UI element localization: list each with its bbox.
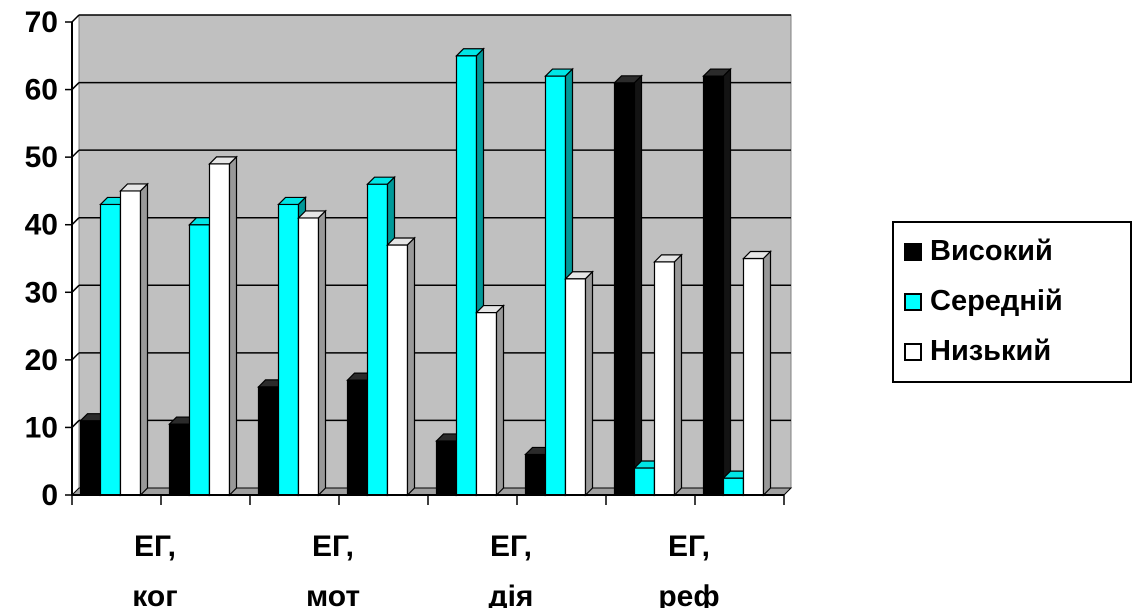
x-category-label: ЕГ, [668,530,710,563]
y-tick-label: 20 [25,344,58,377]
bar-side [633,74,643,497]
legend: Високий Середній Низький [892,221,1132,383]
legend-swatch-low [904,342,922,361]
bar-front [346,379,369,496]
bar [702,67,732,497]
axes [65,21,785,505]
bar-front [119,190,142,496]
y-tick-label: 10 [25,411,58,444]
gridline-diagonal [71,149,80,158]
y-tick-label: 40 [25,209,58,242]
bar-front [257,386,280,496]
bar [386,236,416,497]
x-category-labels: ЕГ, ког ЕГ, мот ЕГ, дія ЕГ, реф [132,530,719,608]
x-category-label: ког [132,580,177,608]
bar-front [564,278,587,496]
bar-front [297,217,320,496]
legend-label-low: Низький [930,335,1052,367]
legend-item-low: Низький [904,335,1051,368]
bar-front [277,203,300,496]
legend-item-high: Високий [904,235,1053,268]
bar-front [702,75,725,496]
bars [79,47,772,497]
bar-side [317,209,327,497]
legend-label-high: Високий [930,235,1053,267]
bar-front [168,423,191,496]
legend-label-medium: Середній [930,285,1063,317]
bar-front [79,420,102,496]
bar-front [613,82,636,496]
bar [208,155,238,497]
bar-front [188,224,211,496]
bar-front [435,440,458,496]
y-tick-label: 30 [25,276,58,309]
bar [653,253,683,497]
bar-front [544,75,567,496]
x-category-label: дія [489,580,534,608]
y-tick-labels: 0 10 20 30 40 50 60 70 [25,6,58,512]
legend-swatch-medium [904,292,922,311]
bar-front [99,203,122,496]
gridline-diagonal [71,217,80,226]
x-category-label: ЕГ, [134,530,176,563]
x-category-label: мот [306,580,360,608]
bar-front [455,55,478,496]
bar-side [722,67,732,497]
bar-side [228,155,238,497]
gridline-diagonal [71,14,80,23]
gridline-diagonal [71,82,80,91]
x-category-label: ЕГ, [312,530,354,563]
gridline-diagonal [71,352,80,361]
bar [613,74,643,497]
bar-front [633,467,656,496]
bar-front [386,244,409,496]
x-category-label: реф [658,580,719,608]
y-tick-label: 60 [25,74,58,107]
bar-front [524,453,547,496]
bar-side [139,182,149,497]
bar-front [475,311,498,496]
bar-side [584,270,594,497]
bar-front [742,257,765,496]
bar [297,209,327,497]
bar-front [653,261,676,496]
legend-swatch-high [904,242,922,261]
bar [564,270,594,497]
y-tick-label: 50 [25,141,58,174]
bar-front [722,477,745,496]
bar-front [208,163,231,496]
bar [742,250,772,497]
x-category-label: ЕГ, [490,530,532,563]
gridline-diagonal [71,419,80,428]
y-tick-label: 70 [25,6,58,39]
bar-side [762,250,772,497]
bar [119,182,149,497]
bar [475,304,505,497]
gridline-diagonal [71,284,80,293]
y-tick-label: 0 [41,479,58,512]
bar-front [366,183,389,496]
bar-side [495,304,505,497]
bar-side [673,253,683,497]
legend-item-medium: Середній [904,285,1063,318]
bar-side [406,236,416,497]
